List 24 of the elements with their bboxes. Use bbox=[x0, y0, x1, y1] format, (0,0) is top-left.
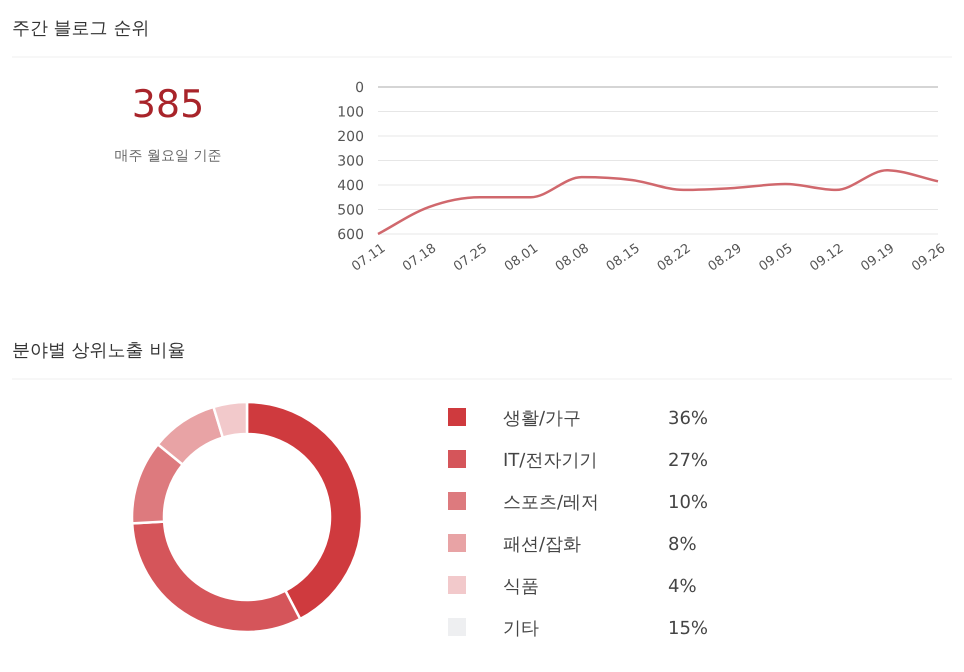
line-series bbox=[376, 169, 940, 236]
legend-label: 패션/잡화 bbox=[503, 534, 582, 555]
y-tick-label: 200 bbox=[337, 129, 364, 145]
text: 385 bbox=[132, 82, 204, 126]
data-label: 36% bbox=[668, 408, 708, 429]
data-label: 27% bbox=[668, 450, 708, 471]
text: 15% bbox=[668, 618, 708, 639]
y-tick-label: 400 bbox=[337, 178, 364, 194]
y-tick-label: 100 bbox=[337, 104, 364, 120]
data-label: 8% bbox=[668, 534, 697, 555]
legend-label: 기타 bbox=[503, 618, 539, 639]
y-tick-label: 600 bbox=[337, 227, 364, 243]
legend-label: 식품 bbox=[503, 576, 539, 597]
legend-label: 스포츠/레저 bbox=[503, 492, 600, 513]
y-tick-label: 500 bbox=[337, 202, 364, 218]
data-label: 10% bbox=[668, 492, 708, 513]
y-tick-label: 300 bbox=[337, 154, 364, 170]
y-tick-label: 0 bbox=[355, 80, 364, 96]
legend-label: 생활/가구 bbox=[503, 408, 582, 429]
data-label: 4% bbox=[668, 576, 697, 597]
legend-label: IT/전자기기 bbox=[503, 450, 598, 471]
text: 주간 블로그 순위 bbox=[12, 18, 150, 39]
text: 매주 월요일 기준 bbox=[114, 148, 222, 164]
chart-title: 분야별 상위노출 비율 bbox=[12, 340, 186, 361]
